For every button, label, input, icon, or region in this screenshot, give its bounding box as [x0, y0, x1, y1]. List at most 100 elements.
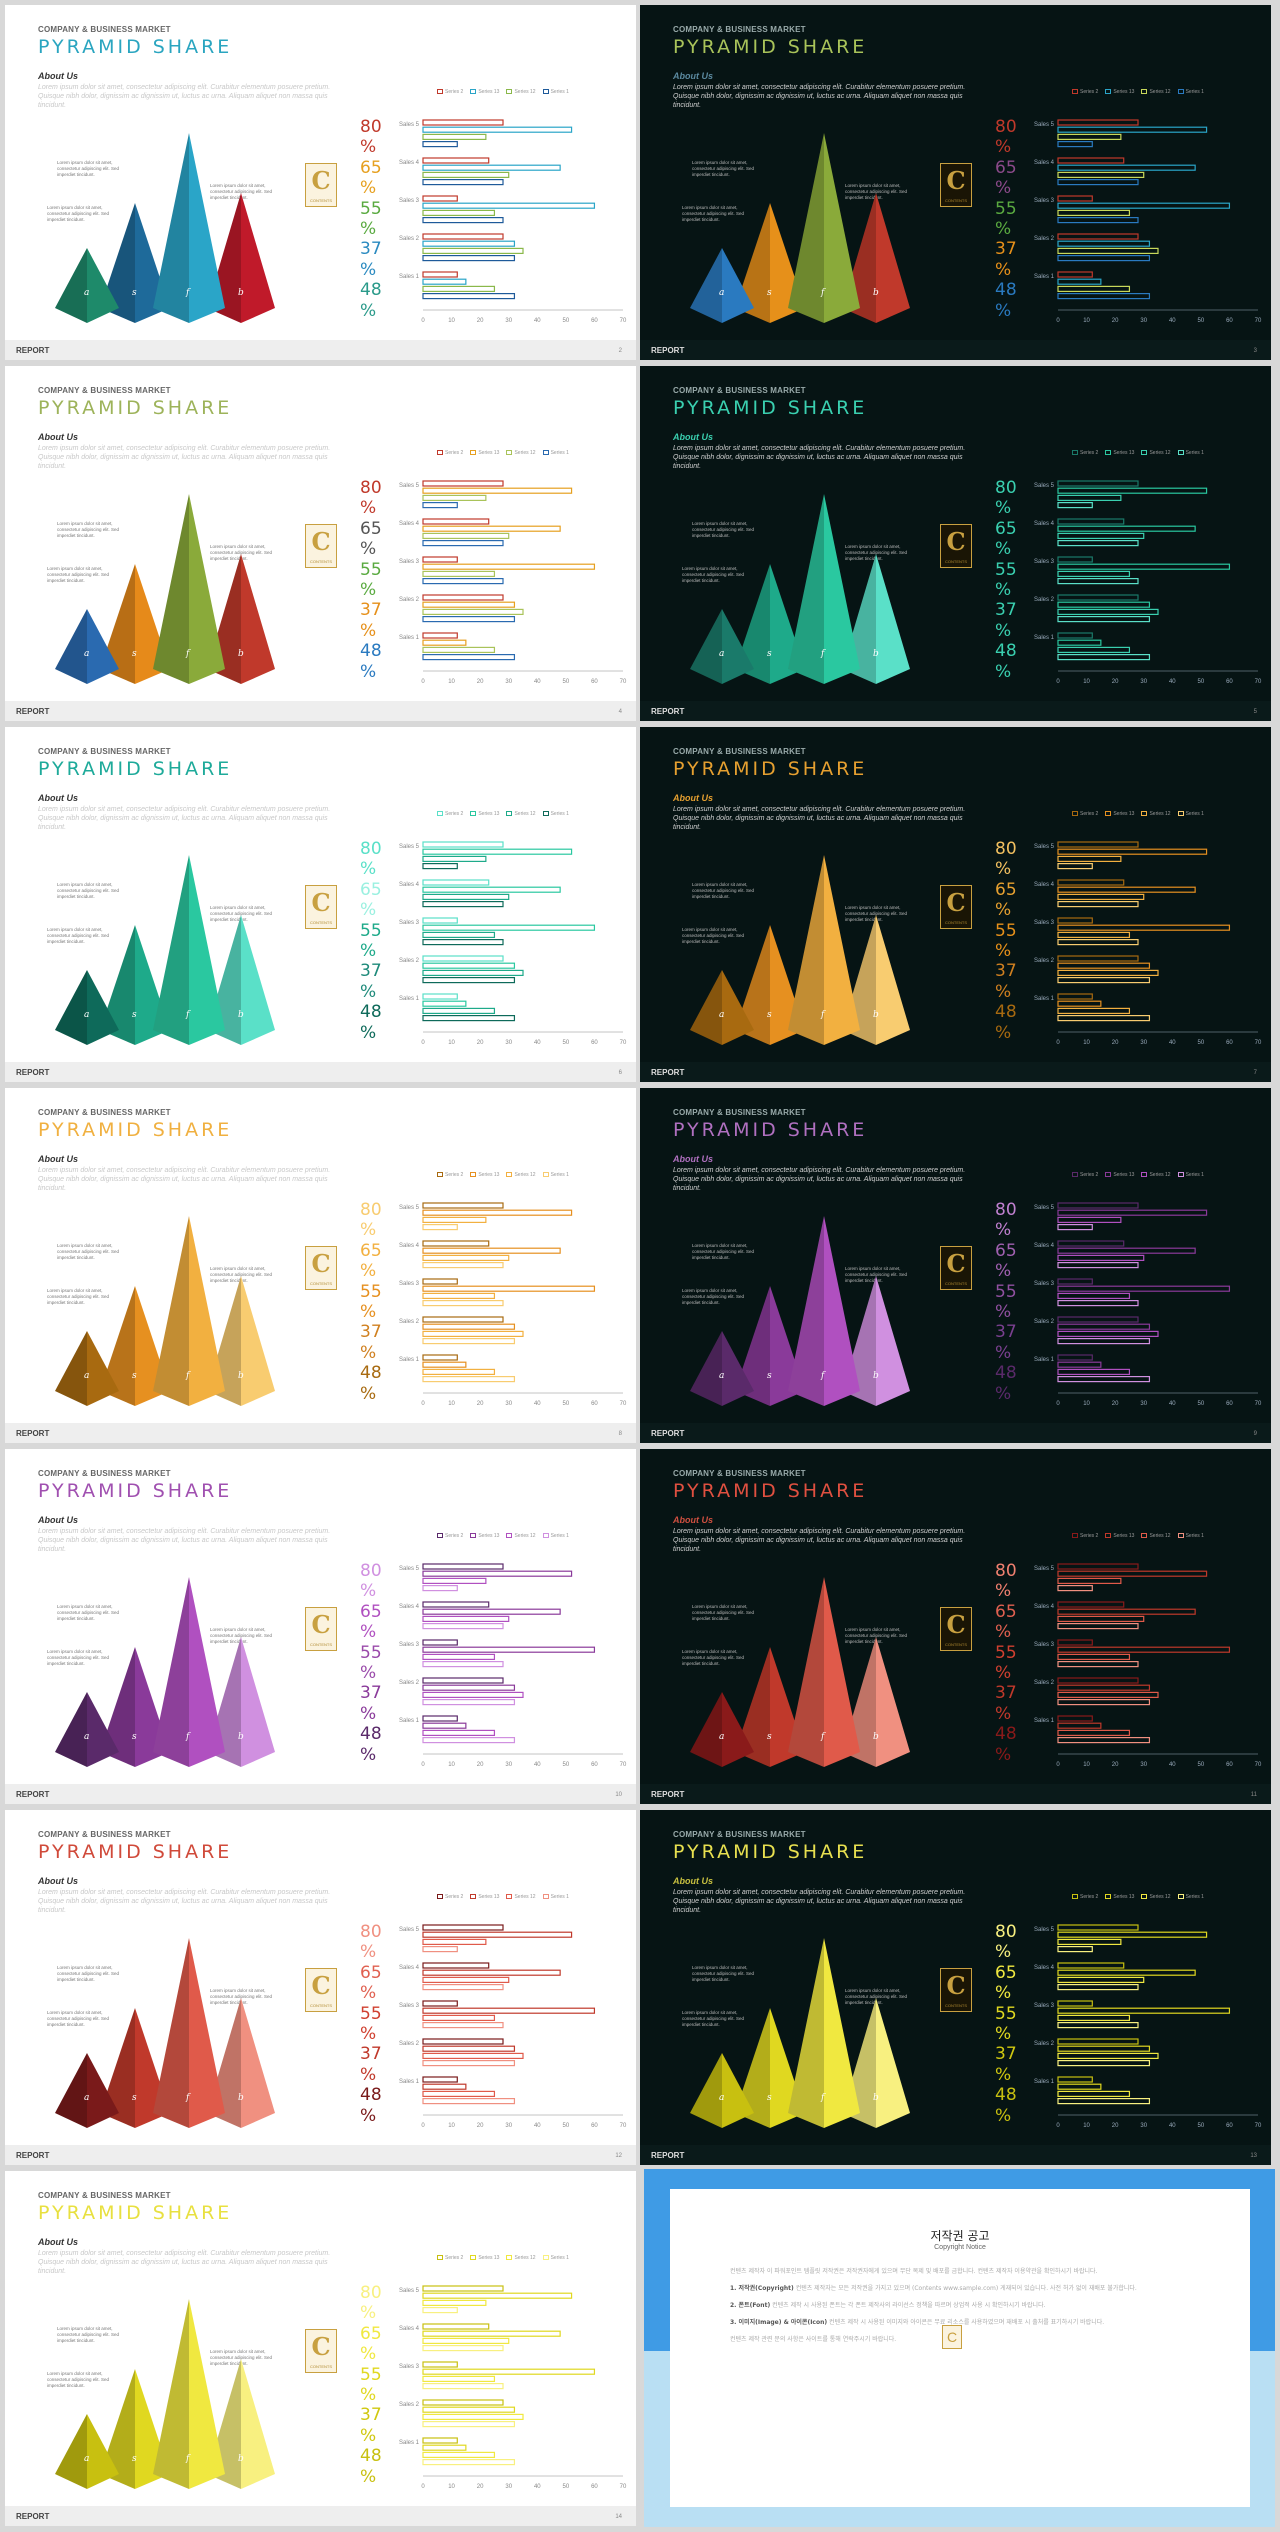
percent-value: 65 [360, 2323, 382, 2344]
bar [422, 639, 467, 646]
bar [1057, 917, 1093, 924]
category-label: Sales 2 [1034, 597, 1055, 603]
legend-swatch [470, 811, 477, 816]
legend-entry: Series 13 [1105, 811, 1134, 817]
chart-legend: Series 2 Series 13 Series 12 Series 1 [437, 2255, 576, 2261]
logo-icon: C CONTENTS [940, 1968, 972, 2012]
bar [422, 1330, 524, 1337]
pyramid-graphic: s bfa [55, 2299, 275, 2489]
bar [422, 1376, 516, 1383]
bar [1057, 1202, 1139, 1209]
pyramid-peak: f [788, 1577, 860, 1767]
legend-entry: Series 2 [437, 1172, 463, 1178]
bar [1057, 654, 1151, 661]
x-tick-label: 60 [1226, 1762, 1233, 1768]
peak-label: b [238, 1010, 244, 1020]
legend-entry: Series 1 [542, 2255, 569, 2261]
bar [422, 2292, 573, 2299]
logo-text: CONTENTS [310, 2003, 332, 2008]
bar [422, 1924, 504, 1931]
bar [422, 1691, 524, 1698]
percent-sign: % [360, 1581, 377, 1602]
peak-label: f [185, 2093, 191, 2103]
peak-label: a [84, 288, 89, 298]
bar [1057, 233, 1139, 240]
bar-chart-svg: 0 10 20 30 40 50 60 70 Sales 5 Sales 4 Sales 3 Sale… [399, 1563, 627, 1768]
logo-text: CONTENTS [945, 198, 967, 203]
percent-value: 37 [360, 1683, 382, 1704]
bar [422, 1007, 496, 1014]
company-label: COMPANY & BUSINESS MARKET [673, 1830, 806, 1839]
x-tick-label: 40 [534, 2484, 541, 2490]
x-tick-label: 10 [1083, 1040, 1090, 1046]
bar [1057, 487, 1208, 494]
logo-letter: C [946, 888, 966, 917]
logo-text: CONTENTS [310, 920, 332, 925]
bar-chart-svg: 0 10 20 30 40 50 60 70 Sales 5 Sales 4 Sales 3 Sale… [1034, 119, 1262, 324]
annotation-text: Lorem ipsum dolor sit amet, consectetur … [682, 1649, 745, 1666]
footer-report-label: REPORT [16, 2151, 50, 2160]
bar [422, 2007, 596, 2014]
x-tick-label: 50 [563, 1762, 570, 1768]
peak-label: a [719, 288, 724, 298]
annotation-text: Lorem ipsum dolor sit amet, consectetur … [692, 1604, 755, 1621]
x-tick-label: 30 [505, 1401, 512, 1407]
logo-text: CONTENTS [945, 559, 967, 564]
category-label: Sales 3 [399, 1281, 420, 1287]
percent-value: 80 [995, 478, 1017, 498]
bar [1057, 632, 1093, 639]
peak-label: b [873, 1010, 879, 1020]
x-tick-label: 10 [448, 2123, 455, 2129]
about-text: Lorem ipsum dolor sit amet, consectetur … [38, 2250, 331, 2275]
percent-sign: % [360, 900, 377, 921]
about-text: Lorem ipsum dolor sit amet, consectetur … [673, 1167, 966, 1192]
legend-entry: Series 13 [1105, 1172, 1134, 1178]
chart-legend: Series 2 Series 13 Series 12 Series 1 [437, 1894, 576, 1900]
annotation-text: Lorem ipsum dolor sit amet, consectetur … [210, 1627, 273, 1644]
category-label: Sales 5 [1034, 483, 1055, 489]
percent-list: 80% 65% 55% 37% 48% [995, 1200, 1017, 1404]
percent-value: 65 [360, 879, 382, 900]
page-number: 7 [1253, 1070, 1257, 1076]
pyramid-graphic: s bfa [55, 1938, 275, 2128]
logo-letter: C [311, 166, 331, 195]
x-tick-label: 20 [1112, 1401, 1119, 1407]
bar [1057, 202, 1231, 209]
logo-letter: C [311, 1610, 331, 1639]
bar [422, 1660, 504, 1668]
bar [422, 1585, 458, 1592]
bar [422, 178, 504, 186]
bar [1057, 1715, 1093, 1722]
legend-label: Series 13 [478, 811, 500, 817]
bar [1057, 2060, 1151, 2067]
pyramid-slide: COMPANY & BUSINESS MARKET PYRAMID SHARE … [5, 1810, 636, 2165]
slide-footer: REPORT 3 [640, 340, 1271, 360]
annotation-text: Lorem ipsum dolor sit amet, consectetur … [682, 927, 745, 944]
slide-title: PYRAMID SHARE [38, 1841, 233, 1863]
legend-swatch [1072, 1533, 1078, 1538]
bar [422, 2459, 516, 2466]
peak-label: s [767, 649, 772, 659]
x-tick-label: 10 [1083, 2123, 1090, 2129]
bar [422, 1677, 504, 1684]
bar [422, 141, 458, 148]
category-label: Sales 1 [1034, 2079, 1055, 2085]
percent-sign: % [995, 178, 1012, 199]
legend-label: Series 1 [1185, 1894, 1204, 1900]
peak-label: b [238, 649, 244, 659]
pyramid-slide: COMPANY & BUSINESS MARKET PYRAMID SHARE … [5, 727, 636, 1082]
notice-logo-icon: C [942, 2325, 962, 2349]
about-text: Lorem ipsum dolor sit amet, consectetur … [673, 806, 966, 831]
x-tick-label: 30 [1140, 2123, 1147, 2129]
company-label: COMPANY & BUSINESS MARKET [38, 25, 171, 34]
bar-chart: 0 10 20 30 40 50 60 70 Sales 5 Sales 4 Sales 3 Sale… [1023, 1920, 1263, 2140]
percent-sign: % [360, 498, 377, 519]
peak-label: b [873, 1732, 879, 1742]
bar [422, 1962, 490, 1969]
category-label: Sales 4 [1034, 882, 1055, 888]
bar [422, 2045, 516, 2052]
slide-footer: REPORT 13 [640, 2145, 1271, 2165]
percent-value: 55 [360, 1642, 382, 1663]
pyramid-peak: f [153, 1938, 225, 2128]
pyramid-peak: a [55, 609, 119, 684]
